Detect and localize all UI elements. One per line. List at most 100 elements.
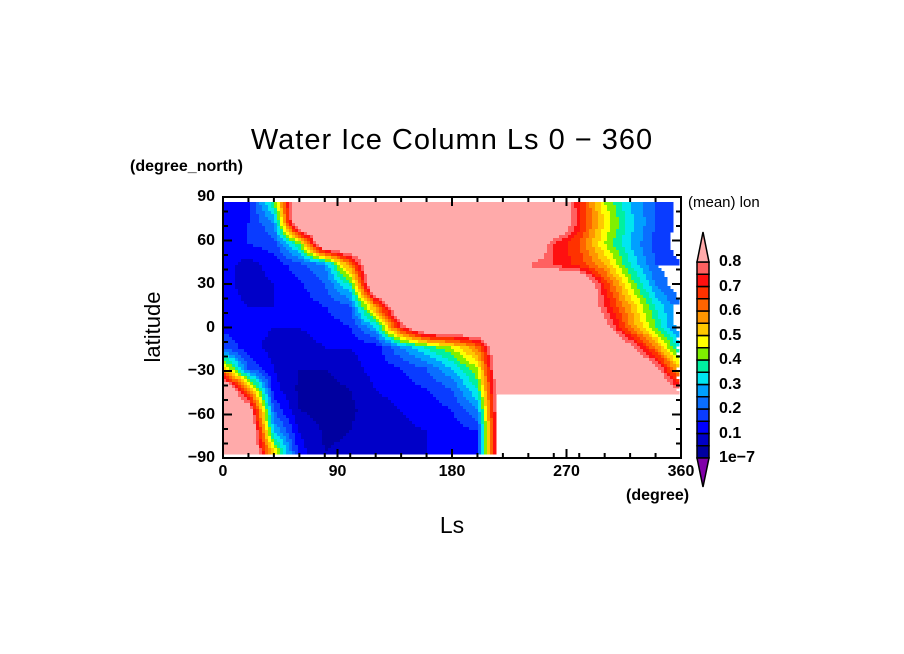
contour-cell xyxy=(469,367,479,371)
contour-cell xyxy=(604,262,611,266)
contour-cell xyxy=(634,250,644,254)
contour-cell xyxy=(451,409,467,413)
contour-cell xyxy=(385,313,389,317)
contour-cell xyxy=(406,337,413,341)
contour-cell xyxy=(475,352,482,356)
contour-cell xyxy=(235,286,275,290)
contour-cell xyxy=(616,277,623,281)
contour-cell xyxy=(598,223,605,227)
contour-cell xyxy=(358,295,362,299)
contour-cell xyxy=(265,409,269,413)
contour-cell xyxy=(268,379,272,383)
contour-cell xyxy=(586,262,596,266)
contour-cell xyxy=(478,412,482,416)
contour-cell xyxy=(292,241,296,245)
contour-cell xyxy=(487,373,491,377)
contour-cell xyxy=(661,331,668,335)
contour-cell xyxy=(385,331,389,335)
contour-cell xyxy=(484,424,488,428)
contour-cell xyxy=(598,280,602,284)
contour-cell xyxy=(361,307,365,311)
contour-cell xyxy=(367,295,371,299)
contour-cell xyxy=(232,337,266,341)
contour-cell xyxy=(640,346,647,350)
contour-cell xyxy=(394,349,407,353)
contour-cell xyxy=(547,250,554,254)
contour-cell xyxy=(397,319,401,323)
contour-cell xyxy=(607,205,617,209)
contour-cell xyxy=(454,343,467,347)
contour-cell xyxy=(598,292,602,296)
contour-cell xyxy=(271,391,275,395)
contour-cell xyxy=(490,424,494,428)
contour-cell xyxy=(649,304,656,308)
contour-cell xyxy=(406,415,455,419)
contour-cell xyxy=(487,352,491,356)
contour-cell xyxy=(352,289,356,293)
contour-cell xyxy=(628,268,635,272)
contour-cell xyxy=(352,424,416,428)
contour-cell xyxy=(655,280,668,284)
contour-cell xyxy=(559,268,581,272)
contour-cell xyxy=(625,310,632,314)
contour-cell xyxy=(274,448,278,452)
contour-cell xyxy=(292,271,314,275)
contour-cell xyxy=(379,322,383,326)
contour-cell xyxy=(271,394,275,398)
contour-cell xyxy=(352,298,356,302)
contour-cell xyxy=(262,340,317,344)
contour-cell xyxy=(304,247,308,251)
contour-cell xyxy=(265,394,269,398)
contour-cell xyxy=(598,265,608,269)
contour-cell xyxy=(370,328,377,332)
contour-cell xyxy=(598,253,605,257)
contour-cell xyxy=(367,286,371,290)
contour-cell xyxy=(271,388,281,392)
contour-cell xyxy=(568,253,584,257)
contour-cell xyxy=(664,364,668,368)
contour-cell xyxy=(478,382,482,386)
contour-cell xyxy=(628,259,638,263)
contour-cell xyxy=(385,307,389,311)
contour-cell xyxy=(328,265,335,269)
contour-cell xyxy=(643,208,656,212)
contour-cell xyxy=(655,304,665,308)
contour-cell xyxy=(307,412,356,416)
contour-cell xyxy=(601,205,608,209)
contour-cell xyxy=(637,286,644,290)
y-tick-label: −30 xyxy=(187,362,215,379)
contour-cell xyxy=(304,256,311,260)
contour-cell xyxy=(388,361,410,365)
contour-cell xyxy=(664,373,668,377)
contour-cell xyxy=(661,355,665,359)
contour-cell xyxy=(427,370,443,374)
contour-cell xyxy=(619,253,629,257)
contour-cell xyxy=(286,436,290,440)
contour-cell xyxy=(670,373,677,377)
contour-cell xyxy=(247,352,269,356)
contour-cell xyxy=(655,217,674,221)
contour-cell xyxy=(223,310,329,314)
contour-cell xyxy=(619,217,626,221)
contour-cell xyxy=(334,277,341,281)
contour-cell xyxy=(376,331,380,335)
contour-cell xyxy=(274,391,284,395)
contour-cell xyxy=(361,361,389,365)
contour-cell xyxy=(376,310,380,314)
contour-cell xyxy=(289,217,293,221)
contour-cell xyxy=(250,355,269,359)
contour-cell xyxy=(265,349,353,353)
contour-cell xyxy=(244,382,248,386)
contour-field xyxy=(223,202,680,455)
contour-cell xyxy=(241,382,245,386)
contour-cell xyxy=(607,274,614,278)
contour-cell xyxy=(376,304,380,308)
contour-cell xyxy=(298,277,320,281)
contour-cell xyxy=(487,355,491,359)
contour-cell xyxy=(610,268,617,272)
contour-cell xyxy=(487,430,491,434)
contour-cell xyxy=(241,361,248,365)
contour-cell xyxy=(406,349,419,353)
contour-cell xyxy=(250,388,254,392)
contour-cell xyxy=(271,220,275,224)
